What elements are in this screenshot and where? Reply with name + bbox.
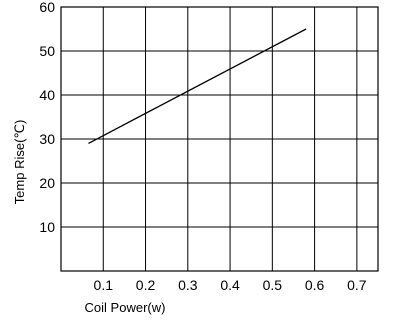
x-tick-label: 0.2 xyxy=(136,277,156,293)
series-line xyxy=(88,29,306,143)
y-tick-label: 30 xyxy=(39,131,55,147)
y-tick-label: 60 xyxy=(39,0,55,15)
x-tick-label: 0.1 xyxy=(94,277,114,293)
y-tick-label: 50 xyxy=(39,43,55,59)
x-tick-labels: 0.1 0.2 0.3 0.4 0.5 0.6 0.7 xyxy=(94,277,367,293)
y-tick-label: 20 xyxy=(39,175,55,191)
y-tick-label: 10 xyxy=(39,219,55,235)
x-tick-label: 0.5 xyxy=(263,277,283,293)
grid xyxy=(61,7,378,271)
x-axis-label: Coil Power(w) xyxy=(85,300,166,315)
y-tick-label: 40 xyxy=(39,87,55,103)
series-layer xyxy=(88,29,306,143)
x-tick-label: 0.7 xyxy=(347,277,367,293)
x-tick-label: 0.4 xyxy=(220,277,240,293)
x-tick-label: 0.6 xyxy=(305,277,325,293)
y-tick-labels: 10 20 30 40 50 60 xyxy=(39,0,55,235)
x-tick-label: 0.3 xyxy=(178,277,198,293)
y-axis-label: Temp Rise(℃) xyxy=(12,120,27,205)
